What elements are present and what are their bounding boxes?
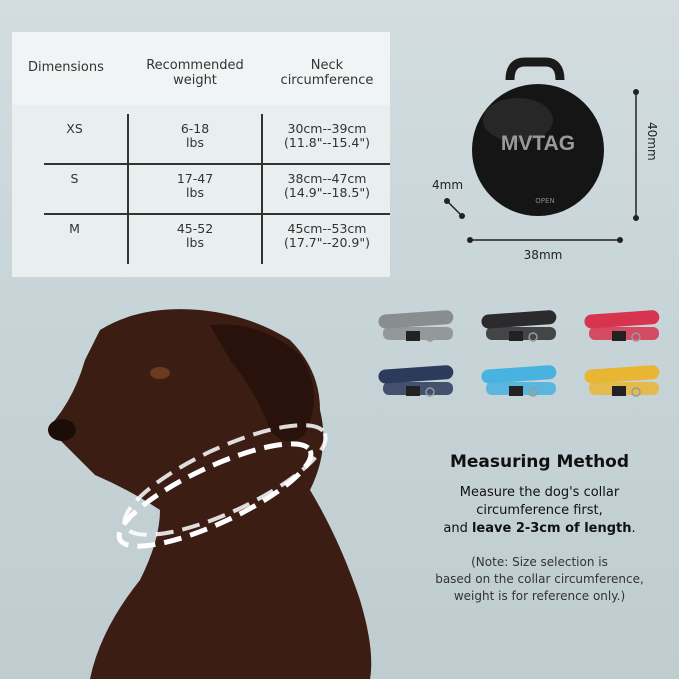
collar-1 (481, 310, 557, 342)
collar-2 (584, 310, 660, 342)
tag-open-label: OPEN (535, 197, 554, 205)
header-dimensions: Dimensions (28, 60, 104, 75)
note: (Note: Size selection is based on the col… (435, 555, 644, 603)
weight-cell: 45-52 lbs (176, 221, 214, 250)
divider (127, 114, 129, 264)
collar-colors (378, 310, 660, 397)
dog-photo (48, 309, 372, 679)
tag-loop (505, 57, 565, 81)
size-cell: XS (66, 121, 83, 136)
measuring-method: Measuring Method Measure the dog's colla… (400, 452, 679, 605)
measuring-title: Measuring Method (449, 452, 630, 472)
size-cell: M (69, 221, 80, 236)
width-label: 38mm (524, 248, 563, 262)
size-cell: S (70, 171, 79, 186)
divider (261, 114, 263, 264)
collar-5 (584, 365, 660, 397)
measuring-line: circumference first, (476, 503, 603, 518)
divider (44, 163, 390, 165)
collar-3 (378, 365, 454, 397)
collar-0 (378, 310, 454, 342)
weight-cell: 6-18 lbs (180, 121, 210, 150)
tag-brand: MVTAG (501, 132, 575, 155)
collar-4 (481, 365, 557, 397)
divider (44, 213, 390, 215)
header-neck: Neck circumference (280, 58, 374, 88)
measuring-line: Measure the dog's collar (459, 485, 620, 500)
header-weight: Recommended weight (146, 58, 244, 88)
tag-diagram: MVTAG OPEN 38mm 40mm 4mm (432, 57, 659, 262)
neck-cell: 45cm--53cm (17.7"--20.9") (284, 221, 370, 250)
neck-cell: 30cm--39cm (11.8"--15.4") (284, 121, 370, 150)
size-table: Dimensions Recommended weight Neck circu… (12, 32, 390, 277)
weight-cell: 17-47 lbs (176, 171, 214, 200)
table-header (12, 32, 390, 105)
neck-cell: 38cm--47cm (14.9"--18.5") (284, 171, 370, 200)
measuring-line: and leave 2-3cm of length. (443, 521, 636, 536)
thickness-label: 4mm (432, 178, 463, 192)
height-label: 40mm (645, 122, 659, 161)
